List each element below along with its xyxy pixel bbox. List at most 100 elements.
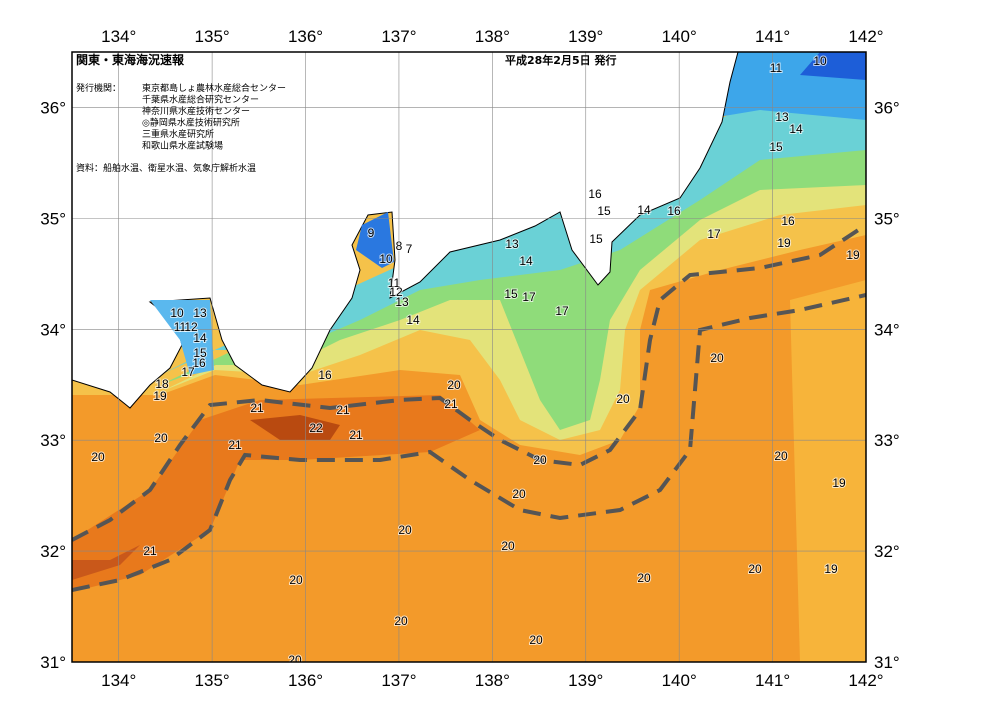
contour-label: 14 (789, 122, 803, 136)
contour-label: 10 (813, 54, 827, 68)
contour-label: 13 (395, 295, 409, 309)
contour-label: 20 (447, 378, 461, 392)
lon-tick-label: 137° (381, 27, 416, 46)
lon-tick-label: 140° (662, 27, 697, 46)
sea-warm-east (790, 280, 866, 662)
contour-label: 16 (192, 356, 206, 370)
contour-label: 20 (637, 571, 651, 585)
lat-tick-label: 34° (874, 320, 900, 339)
contour-label: 14 (519, 254, 533, 268)
contour-label: 20 (748, 562, 762, 576)
lat-tick-label: 36° (874, 98, 900, 117)
contour-label: 22 (309, 421, 323, 435)
sea-kuroshio (72, 395, 480, 592)
contour-label: 12 (389, 285, 403, 299)
agency: 神奈川県水産技術センター (142, 105, 250, 117)
contour-label: 11 (770, 61, 783, 75)
ise-bay (356, 212, 394, 268)
contour-label: 17 (181, 365, 195, 379)
contour-label: 21 (444, 397, 458, 411)
contour-label: 16 (588, 187, 602, 201)
lat-tick-label: 33° (40, 431, 66, 450)
lat-tick-label: 34° (40, 320, 66, 339)
lon-tick-label: 137° (381, 671, 416, 690)
contour-label: 20 (398, 523, 412, 537)
agency: 東京都島しょ農林水産総合センター (142, 82, 286, 94)
lat-tick-label: 32° (40, 542, 66, 561)
contour-label: 18 (155, 377, 169, 391)
lon-tick-label: 135° (195, 671, 230, 690)
contour-label: 20 (501, 539, 515, 553)
contour-label: 15 (193, 346, 207, 360)
contour-label: 19 (153, 389, 167, 403)
contour-label: 16 (318, 368, 332, 382)
contour-label: 21 (336, 403, 350, 417)
contour-label: 19 (846, 248, 860, 262)
lon-tick-label: 139° (568, 27, 603, 46)
contour-label: 14 (193, 331, 207, 345)
lon-tick-label: 142° (848, 671, 883, 690)
agencies-label: 発行機関： (76, 82, 121, 94)
agency: ◎静岡県水産技術研究所 (142, 117, 240, 129)
contour-label: 20 (616, 392, 630, 406)
contour-label: 17 (555, 304, 569, 318)
contour-label: 13 (775, 110, 789, 124)
contour-label: 14 (637, 203, 651, 217)
contour-label: 20 (710, 351, 724, 365)
agency: 三重県水産研究所 (142, 128, 214, 140)
contour-label: 20 (289, 573, 303, 587)
contour-label: 19 (824, 562, 838, 576)
contour-label: 8 (396, 239, 403, 253)
contour-label: 21 (349, 428, 363, 442)
contour-label: 20 (394, 614, 408, 628)
sea-core (250, 415, 340, 440)
agency: 千葉県水産総合研究センター (142, 94, 259, 106)
lat-tick-label: 32° (874, 542, 900, 561)
lon-tick-label: 141° (755, 671, 790, 690)
contour-label: 20 (512, 487, 526, 501)
lon-tick-label: 141° (755, 27, 790, 46)
contour-label: 7 (406, 242, 413, 256)
ticks: 134° 134° 135° 135° 136° 136° 137° 137° 138° 138°… (40, 27, 899, 690)
contour-label: 13 (193, 306, 207, 320)
contour-label: 12 (184, 320, 198, 334)
lat-tick-label: 36° (40, 98, 66, 117)
source: 資料：船舶水温、衛星水温、気象庁解析水温 (76, 162, 256, 174)
contour-label: 10 (379, 252, 393, 266)
lon-tick-label: 138° (475, 671, 510, 690)
contour-label: 13 (505, 237, 519, 251)
contour-label: 16 (781, 214, 795, 228)
contour-label: 15 (504, 287, 518, 301)
lon-tick-label: 138° (475, 27, 510, 46)
contour-label: 15 (597, 204, 611, 218)
lon-tick-label: 136° (288, 671, 323, 690)
contour-label: 20 (288, 653, 302, 667)
contour-label: 14 (406, 313, 420, 327)
contour-label: 20 (154, 431, 168, 445)
contour-label: 16 (667, 204, 681, 218)
contour-label: 20 (529, 633, 543, 647)
lat-tick-label: 33° (874, 431, 900, 450)
contour-label: 17 (707, 227, 721, 241)
contour-label: 21 (143, 544, 157, 558)
lon-tick-label: 134° (101, 27, 136, 46)
lon-tick-label: 140° (662, 671, 697, 690)
lon-tick-label: 136° (288, 27, 323, 46)
lon-tick-label: 139° (568, 671, 603, 690)
contour-label: 20 (91, 450, 105, 464)
grid (72, 52, 866, 662)
contour-label: 20 (533, 453, 547, 467)
contour-label: 15 (589, 232, 603, 246)
lat-tick-label: 35° (40, 209, 66, 228)
contour-label: 11 (388, 276, 401, 290)
contour-label: 11 (174, 320, 187, 334)
lon-tick-label: 142° (848, 27, 883, 46)
contour-label: 21 (228, 438, 242, 452)
osaka-bay (150, 300, 214, 375)
contour-label: 15 (769, 140, 783, 154)
title: 関東・東海海況速報 (76, 52, 185, 67)
contour-label: 20 (774, 449, 788, 463)
contour-label: 19 (832, 476, 846, 490)
